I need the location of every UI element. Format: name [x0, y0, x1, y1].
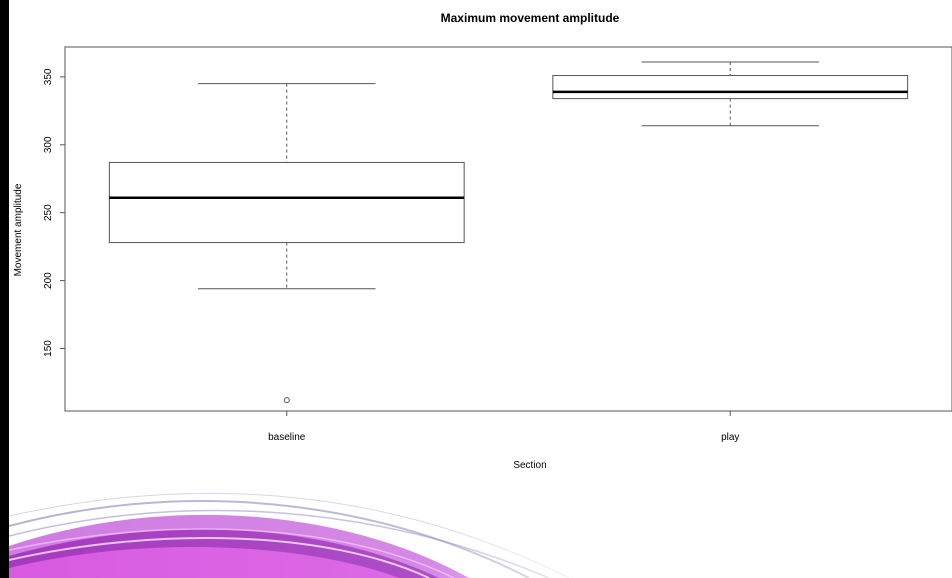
x-tick-label: play — [721, 432, 739, 443]
y-tick-label: 350 — [43, 68, 54, 85]
x-axis: baseline play — [268, 411, 739, 443]
x-tick-label: baseline — [268, 432, 306, 443]
box-play — [552, 61, 909, 127]
box-baseline — [108, 83, 465, 404]
boxes-layer — [108, 61, 909, 404]
chart-container: Maximum movement amplitude 150 200 250 300 3… — [9, 0, 952, 486]
boxplot-chart: Maximum movement amplitude 150 200 250 300 3… — [13, 11, 952, 471]
y-tick-label: 250 — [43, 204, 54, 221]
chart-title: Maximum movement amplitude — [441, 11, 620, 25]
swoosh-graphic — [9, 492, 570, 578]
outlier-point — [283, 397, 290, 404]
decorative-swoosh-background — [9, 486, 952, 578]
y-axis-label: Movement amplitude — [13, 183, 24, 276]
y-tick-label: 150 — [43, 340, 54, 357]
iqr-box — [552, 75, 909, 100]
x-axis-label: Section — [513, 460, 546, 471]
iqr-box — [108, 161, 465, 244]
y-tick-label: 300 — [43, 136, 54, 153]
y-axis: 150 200 250 300 350 — [43, 68, 66, 357]
y-tick-label: 200 — [43, 272, 54, 289]
left-border — [0, 0, 9, 578]
